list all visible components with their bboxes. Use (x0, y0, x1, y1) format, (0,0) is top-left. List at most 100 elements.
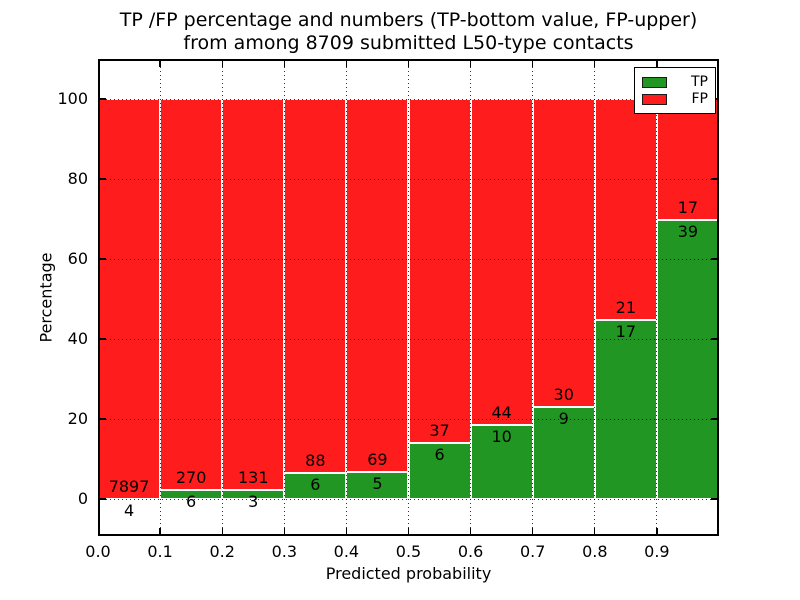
x-tick-mark (469, 60, 472, 67)
bar-label-fp: 37 (429, 421, 450, 441)
legend-item-tp: TP (642, 74, 708, 90)
x-tick-label: 0.2 (209, 542, 235, 561)
bar-label-tp: 6 (310, 475, 321, 495)
bar-label-layer: 7897 4 270 6 131 3 88 6 69 5 37 6 44 10 30 9 21 17 17 39 (98, 59, 719, 536)
bar-segment-fp (222, 99, 285, 491)
bar-label-fp: 88 (305, 451, 326, 471)
bar-label-tp: 17 (615, 322, 637, 342)
x-tick-mark (283, 60, 285, 67)
legend-item-fp: FP (642, 91, 708, 107)
x-tick-mark (159, 528, 161, 535)
x-axis-label: Predicted probability (325, 564, 492, 583)
bar-label-tp: 9 (558, 408, 569, 428)
x-tick-mark (532, 528, 534, 535)
spine-top (98, 59, 719, 61)
y-tick-label: 20 (67, 409, 88, 428)
x-tick-mark (345, 528, 348, 535)
bar-label-tp: 6 (186, 492, 197, 512)
gridline-vertical (532, 59, 534, 536)
x-tick-mark (98, 528, 100, 535)
bar-segment-tp (284, 473, 347, 499)
bar-segment-tp (470, 424, 533, 499)
x-tick-mark (656, 528, 658, 535)
gridline-horizontal (98, 338, 719, 340)
y-tick-mark (711, 338, 718, 340)
gridline-horizontal (98, 418, 719, 420)
y-tick-mark (711, 258, 718, 260)
chart-title-line1: TP /FP percentage and numbers (TP-bottom… (119, 9, 698, 31)
x-tick-mark (407, 528, 410, 535)
bar-segment-fp (594, 99, 657, 321)
x-tick-mark (656, 60, 658, 67)
gridline-vertical (408, 59, 409, 536)
bar-label-tp: 5 (372, 473, 383, 493)
bar-label-fp: 7897 (108, 476, 150, 496)
x-tick-label: 0.1 (147, 542, 173, 561)
bar-segment-fp (346, 99, 409, 472)
y-tick-mark (99, 498, 106, 500)
grid-layer (98, 59, 719, 536)
gridline-vertical (345, 59, 347, 536)
x-tick-mark (594, 528, 596, 535)
bar-segment-tp (594, 320, 657, 499)
bar-label-fp: 17 (677, 198, 699, 218)
tick-layer (98, 59, 719, 536)
x-tick-mark (594, 60, 596, 67)
y-axis-label: Percentage (34, 59, 58, 536)
gridline-horizontal (98, 258, 719, 260)
x-tick-label: 0.6 (457, 542, 484, 561)
bar-segment-tp (408, 443, 471, 499)
y-tick-mark (99, 258, 106, 260)
bar-segment-fp (470, 99, 533, 425)
x-tick-mark (469, 528, 472, 535)
gridline-horizontal (98, 98, 719, 100)
y-tick-mark (711, 498, 718, 500)
spine-bottom (98, 534, 719, 536)
bars-layer (98, 59, 719, 536)
plot-area: 7897 4 270 6 131 3 88 6 69 5 37 6 44 10 30 9 21 17 17 39 TP… (98, 59, 719, 536)
spine-layer (98, 59, 719, 536)
y-tick-label: 60 (67, 249, 88, 268)
legend: TP FP (634, 67, 716, 114)
gridline-vertical (283, 59, 285, 536)
y-tick-mark (99, 178, 106, 180)
bar-segment-tp (656, 220, 719, 499)
bar-label-tp: 6 (434, 445, 445, 465)
x-tick-mark (159, 60, 161, 67)
x-tick-label: 0.7 (519, 542, 546, 561)
spine-right (717, 59, 719, 536)
x-tick-label: 0.0 (85, 542, 111, 561)
y-tick-label: 0 (77, 489, 88, 508)
y-tick-mark (711, 418, 718, 420)
bar-label-fp: 69 (367, 449, 388, 469)
x-tick-label: 0.9 (644, 542, 670, 561)
y-tick-mark (99, 98, 106, 100)
bar-segment-fp (408, 99, 471, 444)
bar-label-fp: 44 (491, 402, 512, 422)
x-tick-mark (221, 60, 223, 67)
chart-title: TP /FP percentage and numbers (TP-bottom… (98, 9, 719, 55)
x-tick-label: 0.4 (333, 542, 360, 561)
legend-swatch-fp (642, 93, 667, 105)
gridline-vertical (159, 59, 161, 536)
gridline-horizontal (98, 178, 719, 180)
x-tick-label: 0.8 (582, 542, 608, 561)
gridline-vertical (221, 59, 223, 536)
y-tick-mark (99, 418, 106, 420)
y-tick-mark (99, 338, 106, 340)
bar-segment-fp (656, 99, 719, 221)
bar-label-fp: 131 (237, 468, 269, 488)
bar-label-fp: 270 (175, 468, 207, 488)
x-tick-mark (717, 528, 719, 535)
bar-label-fp: 30 (553, 384, 574, 404)
y-axis-label-text: Percentage (36, 252, 56, 343)
bar-segment-fp (532, 99, 595, 407)
x-tick-label: 0.3 (271, 542, 298, 561)
y-tick-label: 40 (67, 329, 88, 348)
gridline-vertical (594, 59, 596, 536)
y-tick-label: 80 (67, 169, 88, 188)
x-tick-mark (532, 60, 534, 67)
legend-swatch-tp (642, 76, 667, 88)
bar-label-fp: 21 (615, 298, 637, 318)
